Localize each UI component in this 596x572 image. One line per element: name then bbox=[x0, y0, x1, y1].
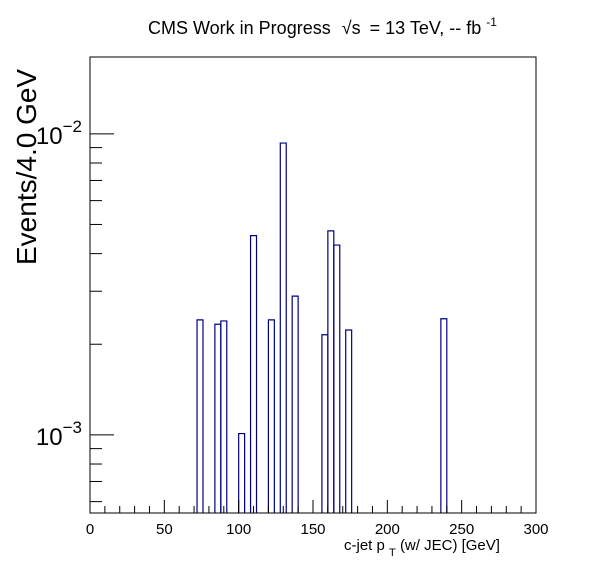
x-axis: 0 50 100 150 200 250 300 bbox=[86, 500, 549, 538]
histogram-bin-3 bbox=[238, 432, 246, 513]
x-tick-label: 50 bbox=[156, 521, 173, 538]
y-axis-label: Events/4.0 GeV bbox=[11, 69, 42, 265]
plot-frame bbox=[89, 56, 537, 514]
x-tick-label: 300 bbox=[523, 521, 548, 538]
y-axis: 10−2 10−3 bbox=[36, 117, 114, 503]
y-tick-label: 10−3 bbox=[36, 418, 82, 451]
chart-title: CMS Work in Progress √s = 13 TeV, -- fb … bbox=[148, 15, 497, 38]
x-tick-label: 100 bbox=[226, 521, 251, 538]
histogram-bin-2 bbox=[220, 320, 228, 513]
histogram-series bbox=[196, 142, 448, 513]
x-tick-label: 0 bbox=[86, 521, 94, 538]
histogram-bin-7 bbox=[291, 295, 299, 513]
x-tick-label: 250 bbox=[449, 521, 474, 538]
histogram-bin-5 bbox=[267, 319, 275, 513]
histogram-bin-10 bbox=[333, 244, 341, 513]
x-tick-label: 150 bbox=[300, 521, 325, 538]
histogram-bin-6 bbox=[279, 142, 287, 513]
y-tick-label: 10−2 bbox=[36, 117, 82, 150]
x-tick-label: 200 bbox=[375, 521, 400, 538]
histogram-bin-0 bbox=[196, 319, 204, 513]
histogram-bin-11 bbox=[345, 329, 353, 513]
histogram-bin-4 bbox=[249, 235, 258, 513]
x-axis-label: c-jet p T (w/ JEC) [GeV] bbox=[344, 537, 500, 560]
histogram-bin-12 bbox=[440, 318, 448, 513]
